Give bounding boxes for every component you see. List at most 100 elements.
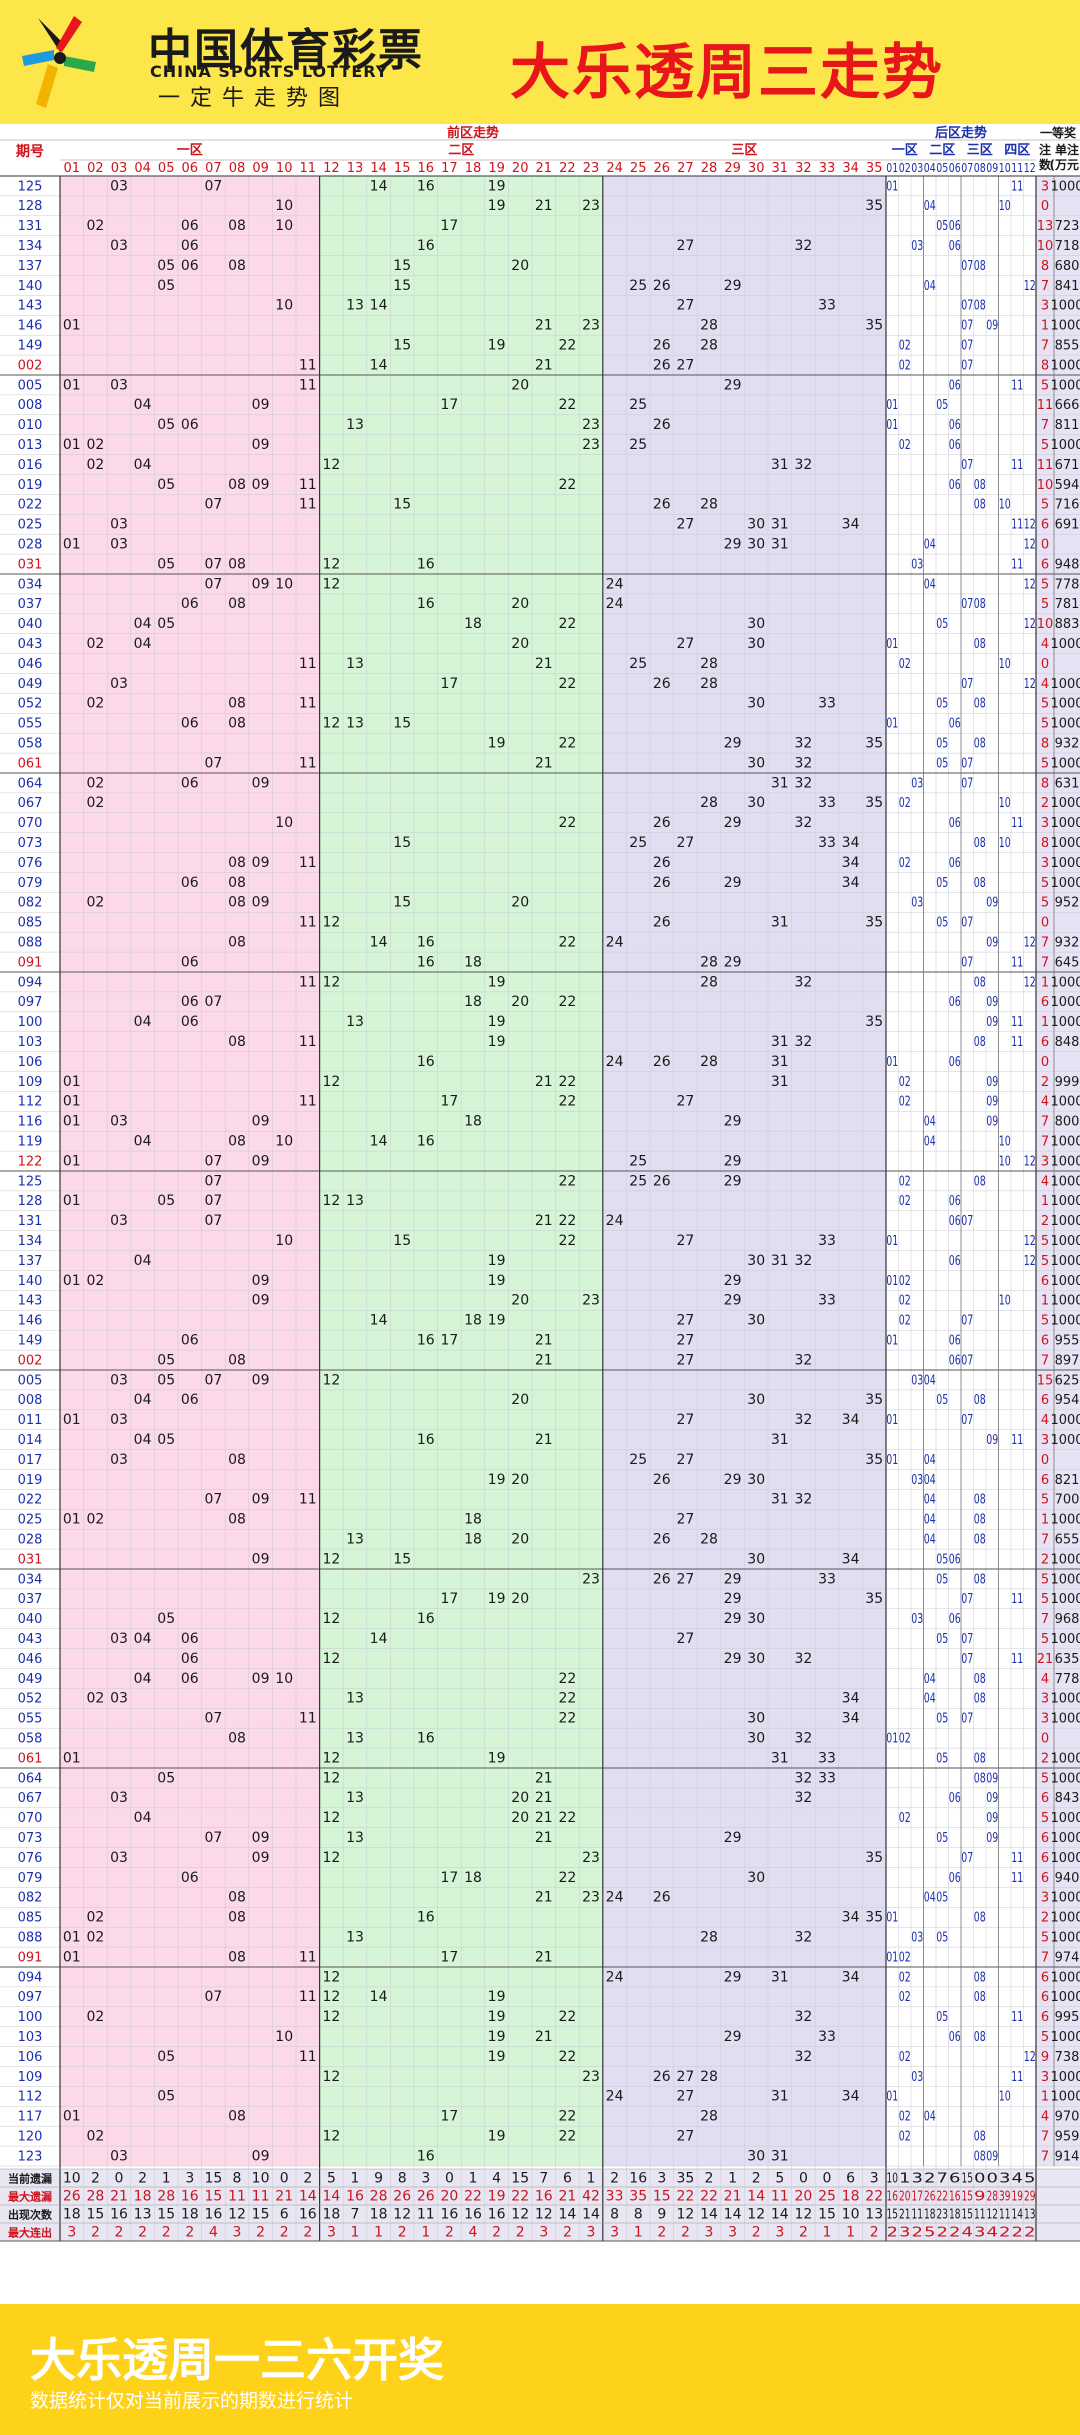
stats-front-value: 14 (724, 2206, 742, 2222)
front-ball: 07 (204, 1153, 222, 1169)
bonus-header: 单注 (1055, 142, 1079, 157)
stats-front-value: 20 (794, 2188, 812, 2204)
prize-bonus: 974 (1055, 1950, 1080, 1965)
period-label: 100 (18, 1015, 43, 1030)
back-ball: 06 (949, 1254, 961, 1269)
front-ball: 14 (370, 1134, 388, 1150)
front-ball: 17 (440, 1591, 458, 1607)
stats-label: 当前遗漏 (8, 2171, 52, 2185)
front-ball: 06 (181, 716, 199, 732)
prize-count: 7 (1041, 955, 1049, 970)
front-ball: 07 (204, 1193, 222, 1209)
front-ball: 10 (275, 298, 293, 314)
stats-back-value: 15 (962, 2171, 974, 2186)
back-ball: 05 (936, 398, 948, 413)
front-ball: 06 (181, 218, 199, 234)
period-label: 128 (18, 199, 43, 214)
front-ball: 05 (157, 1193, 175, 1209)
stats-front-value: 9 (657, 2206, 666, 2222)
period-label: 116 (18, 1115, 43, 1130)
front-ball: 04 (134, 1134, 152, 1150)
front-ball: 20 (511, 1810, 529, 1826)
back-ball: 08 (974, 1572, 986, 1587)
back-ball: 11 (1011, 179, 1023, 194)
back-ball: 03 (911, 1612, 923, 1627)
count-header: 数 (1039, 157, 1052, 172)
front-ball: 28 (700, 1054, 718, 1070)
stats-front-value: 18 (181, 2206, 199, 2222)
front-ball: 21 (535, 1213, 553, 1229)
front-number-header: 08 (229, 161, 246, 176)
prize-bonus: 1000 (1050, 1274, 1080, 1289)
front-ball: 08 (228, 1890, 246, 1906)
front-ball: 21 (535, 2029, 553, 2045)
front-ball: 09 (252, 1551, 270, 1567)
stats-back-value: 26 (924, 2189, 936, 2204)
back-ball: 07 (961, 1592, 973, 1607)
front-ball: 22 (558, 616, 576, 632)
period-header: 期号 (16, 144, 44, 160)
prize-count: 21 (1037, 1652, 1054, 1667)
stats-back-value: 23 (937, 2207, 949, 2222)
front-ball: 26 (653, 2069, 671, 2085)
stats-back-value: 4 (1012, 2171, 1024, 2186)
front-ball: 29 (724, 954, 742, 970)
stats-front-value: 3 (421, 2170, 430, 2186)
prize-bonus: 631 (1055, 776, 1080, 791)
stats-front-value: 16 (464, 2206, 482, 2222)
prize-count: 6 (1041, 557, 1049, 572)
period-label: 043 (18, 1632, 43, 1647)
stats-front-value: 22 (464, 2188, 482, 2204)
front-ball: 08 (228, 258, 246, 274)
period-label: 058 (18, 1732, 43, 1747)
front-ball: 29 (724, 1591, 742, 1607)
front-ball: 22 (558, 1691, 576, 1707)
prize-count: 7 (1041, 1353, 1049, 1368)
back-ball: 02 (899, 1194, 911, 1209)
prize-count: 8 (1041, 259, 1049, 274)
period-label: 064 (18, 776, 43, 791)
stats-front-value: 18 (322, 2206, 340, 2222)
back-ball: 11 (1011, 1592, 1023, 1607)
period-label: 094 (18, 975, 43, 990)
front-ball: 16 (417, 1910, 435, 1926)
back-ball: 01 (886, 637, 898, 652)
front-ball: 03 (110, 1452, 128, 1468)
back-ball: 02 (899, 1095, 911, 1110)
stats-front-value: 10 (63, 2170, 81, 2186)
prize-bonus: 1000 (1050, 1015, 1080, 1030)
stats-back-value: 2 (999, 2225, 1011, 2240)
back-ball: 05 (936, 1751, 948, 1766)
front-ball: 07 (204, 556, 222, 572)
front-ball: 22 (558, 676, 576, 692)
front-ball: 02 (86, 437, 104, 453)
front-ball: 17 (440, 1870, 458, 1886)
front-ball: 21 (535, 755, 553, 771)
front-ball: 21 (535, 1890, 553, 1906)
period-label: 134 (18, 1234, 43, 1249)
front-ball: 04 (134, 1671, 152, 1687)
back-ball: 12 (1024, 538, 1036, 553)
front-ball: 03 (110, 517, 128, 533)
prize-count: 4 (1041, 677, 1049, 692)
front-ball: 28 (700, 497, 718, 513)
back-ball: 05 (936, 1632, 948, 1647)
front-number-header: 18 (465, 161, 482, 176)
front-ball: 18 (464, 1532, 482, 1548)
period-label: 082 (18, 896, 43, 911)
stats-back-value: 3 (899, 2225, 911, 2240)
front-ball: 22 (558, 736, 576, 752)
front-ball: 06 (181, 1870, 199, 1886)
back-ball: 02 (899, 1811, 911, 1826)
front-ball: 16 (417, 1054, 435, 1070)
back-ball: 07 (961, 458, 973, 473)
front-ball: 32 (794, 1790, 812, 1806)
front-ball: 27 (676, 1094, 694, 1110)
prize-bonus: 1000 (1050, 1095, 1080, 1110)
front-ball: 02 (86, 636, 104, 652)
front-ball: 26 (653, 338, 671, 354)
front-ball: 29 (724, 1611, 742, 1627)
front-ball: 21 (535, 318, 553, 334)
prize-count: 6 (1041, 1334, 1049, 1349)
back-ball: 08 (974, 1692, 986, 1707)
